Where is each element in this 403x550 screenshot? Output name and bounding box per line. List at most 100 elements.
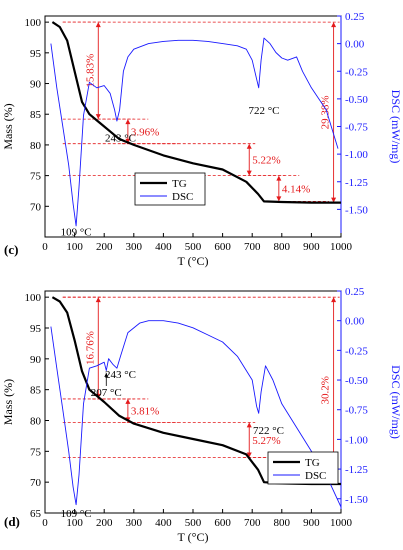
mass-loss-label: 5.27% bbox=[252, 435, 280, 447]
peak-pointer-head bbox=[104, 372, 109, 377]
mass-loss-arrowhead-down bbox=[246, 452, 252, 458]
x-tick-label: 400 bbox=[155, 517, 172, 529]
y-right-axis-label: DSC (mW/mg) bbox=[389, 90, 403, 164]
y-right-tick-label: -1.50 bbox=[345, 204, 368, 216]
mass-loss-arrowhead-up bbox=[246, 143, 252, 149]
mass-loss-arrowhead-up bbox=[125, 398, 131, 404]
x-axis-label: T (°C) bbox=[178, 530, 209, 544]
mass-loss-label: 3.81% bbox=[131, 406, 159, 418]
y-left-tick-label: 95 bbox=[30, 323, 42, 335]
peak-annotation: 722 °C bbox=[253, 425, 284, 437]
y-right-tick-label: -1.00 bbox=[345, 149, 368, 161]
mass-loss-arrowhead-up bbox=[95, 22, 101, 28]
x-tick-label: 0 bbox=[42, 241, 48, 253]
panel-c: 0 100 200 300 400 500 600 700 800 900 1000 T (°C) 70… bbox=[1, 11, 403, 268]
x-tick-label: 800 bbox=[274, 241, 291, 253]
mass-loss-label: 5.22% bbox=[252, 155, 280, 167]
x-tick-label: 600 bbox=[214, 241, 231, 253]
panel-d: 0 100 200 300 400 500 600 700 800 900 1000 T (°C) 65… bbox=[1, 286, 403, 544]
mass-loss-label: 30.2% bbox=[320, 376, 332, 404]
x-tick-label: 100 bbox=[66, 517, 83, 529]
y-left-tick-label: 70 bbox=[30, 477, 42, 489]
legend-box bbox=[267, 451, 339, 485]
y-left-tick-label: 100 bbox=[25, 292, 42, 304]
y-left-tick-label: 100 bbox=[25, 17, 42, 29]
x-tick-label: 100 bbox=[66, 241, 83, 253]
legend-label-tg: TG bbox=[305, 457, 320, 469]
y-right-tick-label: 0.00 bbox=[345, 316, 365, 328]
mass-loss-arrowhead-down bbox=[125, 138, 131, 144]
mass-loss-label: 29.38% bbox=[320, 95, 332, 129]
mass-loss-arrowhead-down bbox=[246, 170, 252, 176]
y-right-tick-label: -1.25 bbox=[345, 464, 368, 476]
mass-loss-arrowhead-down bbox=[95, 114, 101, 120]
x-tick-label: 200 bbox=[96, 517, 113, 529]
mass-loss-arrowhead-down bbox=[331, 197, 337, 203]
legend-label-tg: TG bbox=[172, 178, 187, 190]
y-right-tick-label: -0.75 bbox=[345, 405, 368, 417]
y-right-tick-label: -0.50 bbox=[345, 375, 368, 387]
y-left-tick-label: 65 bbox=[30, 508, 42, 520]
x-tick-label: 400 bbox=[155, 241, 172, 253]
y-right-axis-label: DSC (mW/mg) bbox=[389, 365, 403, 439]
y-right-tick-label: -0.25 bbox=[345, 345, 368, 357]
panel-label: (c) bbox=[4, 242, 18, 257]
x-tick-label: 900 bbox=[303, 517, 320, 529]
y-right-tick-label: -0.25 bbox=[345, 66, 368, 78]
x-tick-label: 300 bbox=[126, 241, 143, 253]
y-left-tick-label: 75 bbox=[30, 446, 42, 458]
peak-annotation: 109 °C bbox=[61, 226, 92, 238]
y-left-axis-label: Mass (%) bbox=[1, 103, 15, 149]
mass-loss-arrowhead-up bbox=[125, 119, 131, 125]
mass-loss-arrowhead-up bbox=[276, 175, 282, 181]
x-tick-label: 500 bbox=[185, 517, 202, 529]
y-left-tick-label: 80 bbox=[30, 140, 42, 152]
series-line-tg bbox=[51, 296, 341, 486]
mass-loss-label: 16.76% bbox=[84, 331, 96, 365]
y-right-tick-label: -1.00 bbox=[345, 434, 368, 446]
y-left-tick-label: 70 bbox=[30, 201, 42, 213]
peak-annotation: 109 °C bbox=[61, 508, 92, 520]
peak-annotation: 243 °C bbox=[105, 133, 136, 145]
y-left-tick-label: 85 bbox=[30, 385, 42, 397]
legend-box bbox=[134, 172, 206, 206]
x-tick-label: 1000 bbox=[330, 241, 353, 253]
peak-annotation: 207 °C bbox=[91, 387, 122, 399]
mass-loss-label: 15.83% bbox=[84, 54, 96, 88]
y-left-tick-label: 90 bbox=[30, 79, 42, 91]
x-tick-label: 600 bbox=[214, 517, 231, 529]
y-right-tick-label: 0.25 bbox=[345, 11, 365, 23]
y-left-tick-label: 75 bbox=[30, 171, 42, 183]
mass-loss-arrowhead-up bbox=[246, 422, 252, 428]
mass-loss-label: 4.14% bbox=[282, 184, 310, 196]
mass-loss-label: 3.96% bbox=[131, 126, 159, 138]
y-left-tick-label: 85 bbox=[30, 109, 42, 121]
mass-loss-arrowhead-down bbox=[276, 196, 282, 202]
x-tick-label: 700 bbox=[244, 517, 261, 529]
y-right-tick-label: 0.25 bbox=[345, 286, 365, 298]
y-right-tick-label: -1.25 bbox=[345, 177, 368, 189]
x-tick-label: 800 bbox=[274, 517, 291, 529]
y-left-tick-label: 90 bbox=[30, 354, 42, 366]
series-line-dsc bbox=[50, 320, 342, 508]
y-right-tick-label: -0.75 bbox=[345, 122, 368, 134]
y-right-tick-label: -1.50 bbox=[345, 494, 368, 506]
mass-loss-arrowhead-up bbox=[331, 297, 337, 303]
legend-label-dsc: DSC bbox=[305, 470, 326, 482]
x-tick-label: 0 bbox=[42, 517, 48, 529]
y-left-tick-label: 80 bbox=[30, 416, 42, 428]
x-tick-label: 500 bbox=[185, 241, 202, 253]
peak-annotation: 722 °C bbox=[249, 105, 280, 117]
x-tick-label: 200 bbox=[96, 241, 113, 253]
x-tick-label: 1000 bbox=[330, 517, 353, 529]
series-line-dsc bbox=[50, 37, 339, 227]
x-axis-label: T (°C) bbox=[178, 254, 209, 268]
peak-annotation: 243 °C bbox=[105, 369, 136, 381]
legend-label-dsc: DSC bbox=[172, 191, 193, 203]
y-right-tick-label: -0.50 bbox=[345, 94, 368, 106]
x-tick-label: 700 bbox=[244, 241, 261, 253]
x-tick-label: 300 bbox=[126, 517, 143, 529]
mass-loss-arrowhead-up bbox=[331, 22, 337, 28]
y-left-axis-label: Mass (%) bbox=[1, 379, 15, 425]
